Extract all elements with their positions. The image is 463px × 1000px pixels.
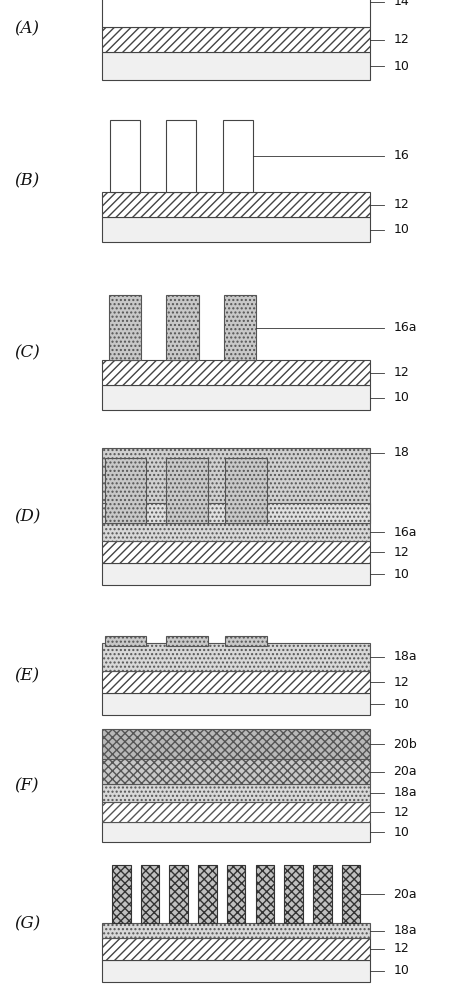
Bar xyxy=(102,643,370,671)
Text: 12: 12 xyxy=(394,806,409,818)
Text: 18a: 18a xyxy=(394,924,417,937)
Bar xyxy=(225,636,267,646)
Text: (C): (C) xyxy=(14,344,40,361)
Text: 12: 12 xyxy=(394,676,409,688)
Text: 16a: 16a xyxy=(394,321,417,334)
Bar xyxy=(102,563,370,585)
Text: (E): (E) xyxy=(14,667,39,684)
Bar xyxy=(102,729,370,759)
Bar xyxy=(102,192,370,217)
Text: 20b: 20b xyxy=(394,738,417,750)
Bar xyxy=(166,295,199,360)
Bar xyxy=(208,503,225,523)
Text: 18a: 18a xyxy=(394,650,417,664)
Text: 10: 10 xyxy=(394,964,409,978)
Bar xyxy=(267,503,370,523)
Bar xyxy=(284,865,303,923)
Bar xyxy=(166,636,208,646)
Bar xyxy=(102,503,105,523)
Text: (G): (G) xyxy=(14,915,40,932)
Bar xyxy=(102,385,370,410)
Bar xyxy=(342,865,360,923)
Bar xyxy=(102,671,370,693)
Text: (B): (B) xyxy=(14,172,39,190)
Bar xyxy=(102,802,370,822)
Bar xyxy=(102,217,370,242)
Bar xyxy=(102,523,370,541)
Bar xyxy=(256,865,274,923)
Text: 16: 16 xyxy=(394,149,409,162)
Bar xyxy=(169,865,188,923)
Bar xyxy=(227,865,245,923)
Bar xyxy=(102,448,370,523)
Text: 18: 18 xyxy=(394,446,409,460)
Text: 16a: 16a xyxy=(394,526,417,538)
Bar xyxy=(102,759,370,784)
Bar xyxy=(102,52,370,80)
Text: (D): (D) xyxy=(14,508,40,525)
Text: 12: 12 xyxy=(394,546,409,558)
Text: 10: 10 xyxy=(394,698,409,710)
Text: 10: 10 xyxy=(394,60,409,73)
Text: 12: 12 xyxy=(394,942,409,956)
Text: 10: 10 xyxy=(394,391,409,404)
Bar xyxy=(225,458,267,523)
Text: 20a: 20a xyxy=(394,888,417,900)
Text: 18a: 18a xyxy=(394,786,417,800)
Bar xyxy=(166,120,196,192)
Bar xyxy=(102,923,370,938)
Bar xyxy=(105,458,146,523)
Bar xyxy=(102,938,370,960)
Bar xyxy=(112,865,131,923)
Text: 10: 10 xyxy=(394,826,409,838)
Bar xyxy=(102,784,370,802)
Bar xyxy=(109,295,141,360)
Bar xyxy=(102,541,370,563)
Bar xyxy=(313,865,332,923)
Text: 12: 12 xyxy=(394,33,409,46)
Text: (F): (F) xyxy=(14,777,38,794)
Text: 10: 10 xyxy=(394,223,409,236)
Bar xyxy=(223,120,253,192)
Text: 12: 12 xyxy=(394,198,409,211)
Bar xyxy=(110,120,140,192)
Bar xyxy=(224,295,257,360)
Bar xyxy=(166,458,208,523)
Text: 14: 14 xyxy=(394,0,409,8)
Bar xyxy=(102,27,370,52)
Bar xyxy=(198,865,217,923)
Text: 10: 10 xyxy=(394,568,409,580)
Bar xyxy=(102,693,370,715)
Text: (A): (A) xyxy=(14,20,39,37)
Bar xyxy=(102,822,370,842)
Text: 12: 12 xyxy=(394,366,409,379)
Bar xyxy=(141,865,159,923)
Text: 20a: 20a xyxy=(394,765,417,778)
Bar xyxy=(105,636,146,646)
Bar xyxy=(146,503,166,523)
Bar xyxy=(102,360,370,385)
Bar xyxy=(102,960,370,982)
Bar xyxy=(102,0,370,27)
